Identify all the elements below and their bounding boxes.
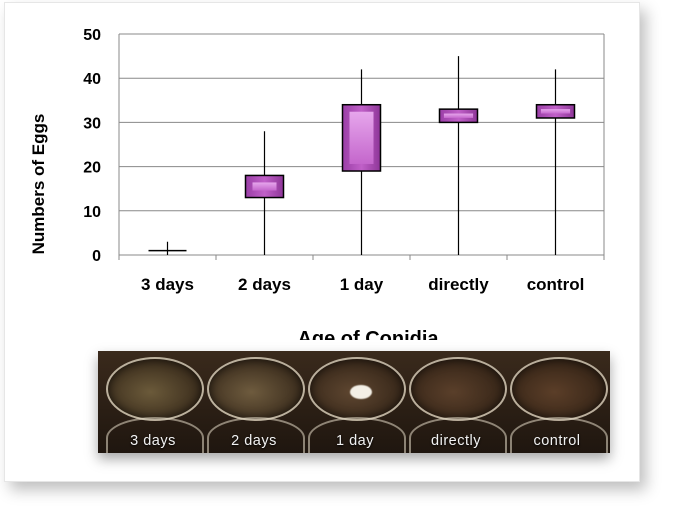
well-label: 3 days: [130, 433, 176, 449]
y-tick-label: 10: [83, 204, 101, 221]
box-series: [148, 56, 576, 255]
culture-well-lower: [308, 417, 406, 453]
box-bevel: [540, 109, 571, 114]
culture-well-lower: [510, 417, 608, 453]
x-tick-labels: 3 days 2 days 1 day directly control: [141, 275, 584, 294]
culture-well-lower: [106, 417, 204, 453]
x-tick-label: control: [527, 275, 585, 294]
y-tick-labels: 0 10 20 30 40 50: [83, 27, 101, 265]
box-bevel: [443, 113, 474, 118]
well-label: control: [533, 433, 581, 449]
culture-well: [106, 357, 204, 421]
fungal-colony: [350, 385, 372, 399]
well-label: 2 days: [231, 433, 277, 449]
x-tick-label: 3 days: [141, 275, 194, 294]
gridlines: [118, 33, 605, 260]
y-axis-label: Numbers of Eggs: [29, 114, 48, 255]
y-tick-label: 30: [83, 115, 101, 132]
box-bevel: [349, 111, 374, 165]
y-tick-label: 20: [83, 160, 101, 177]
y-tick-label: 50: [83, 27, 101, 44]
culture-well: [510, 357, 608, 421]
culture-well-lower: [409, 417, 507, 453]
well-plate-photo: 3 days 2 days 1 day directly control: [98, 351, 610, 453]
x-axis-label: Age of Conidia: [297, 328, 439, 340]
culture-well-lower: [207, 417, 305, 453]
box-plot-chart: 0 10 20 30 40 50 3 days 2 days 1 day directly con…: [29, 27, 605, 340]
y-tick-label: 0: [92, 248, 101, 265]
x-tick-label: 2 days: [238, 275, 291, 294]
culture-well: [409, 357, 507, 421]
y-tick-label: 40: [83, 71, 101, 88]
well-label: directly: [431, 433, 481, 449]
x-tick-label: 1 day: [340, 275, 384, 294]
x-tick-label: directly: [428, 275, 489, 294]
culture-well: [308, 357, 406, 421]
culture-well: [207, 357, 305, 421]
box-bevel: [252, 182, 277, 191]
well-label: 1 day: [336, 433, 374, 449]
